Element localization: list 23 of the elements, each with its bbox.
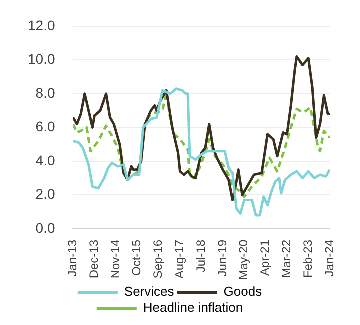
x-tick-label: Oct-15 (130, 240, 144, 276)
x-tick-label: Jan-13 (66, 240, 80, 277)
x-tick-label: Mar-22 (280, 240, 294, 278)
x-tick-label: Sep-16 (151, 240, 166, 279)
x-tick-label: Jan-24 (322, 240, 336, 277)
legend-label: Headline inflation (143, 300, 244, 316)
x-tick-label: Dec-13 (86, 240, 101, 279)
x-tick-label: Apr-21 (258, 240, 272, 276)
y-tick-label: 6.0 (36, 118, 56, 135)
y-tick-label: 8.0 (36, 84, 56, 101)
x-tick-label: Aug-17 (172, 240, 187, 279)
y-tick-label: 4.0 (36, 152, 56, 168)
x-tick-label: Jun-19 (215, 240, 230, 277)
y-tick-label: 12.0 (28, 17, 56, 34)
x-tick-label: Jul-18 (194, 240, 208, 273)
y-tick-label: 2.0 (36, 186, 56, 202)
y-tick-label: 10.0 (28, 51, 56, 68)
x-tick-label: May-20 (236, 240, 251, 280)
y-tick-label: 0.0 (36, 220, 56, 236)
legend-label: Services (124, 284, 175, 300)
x-tick-label: Nov-14 (108, 240, 122, 279)
x-tick-label: Feb-23 (300, 240, 315, 278)
legend-label: Goods (224, 284, 263, 300)
